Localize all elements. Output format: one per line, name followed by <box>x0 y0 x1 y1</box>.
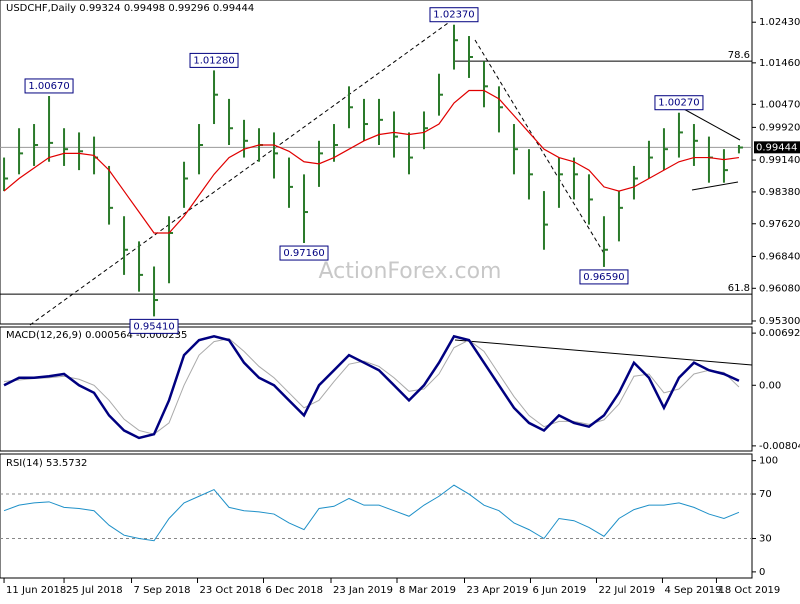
y-tick-label: 0.00 <box>759 380 781 391</box>
rsi-panel <box>0 453 753 579</box>
annotation-label: 0.95410 <box>133 321 174 332</box>
fib-label: 78.6 <box>728 50 750 61</box>
x-tick-label: 23 Apr 2019 <box>466 585 528 596</box>
y-tick-label: -0.008049 <box>759 441 800 452</box>
macd-title: MACD(12,26,9) 0.000564 -0.000235 <box>6 330 187 341</box>
annotation-box <box>24 78 74 94</box>
y-tick-label: 0 <box>759 567 765 578</box>
fib-label: 61.8 <box>728 283 750 294</box>
annotation-label: 0.96590 <box>583 272 624 283</box>
watermark: ActionForex.com <box>319 259 502 284</box>
annotation-box <box>579 269 629 285</box>
chart-title: USDCHF,Daily 0.99324 0.99498 0.99296 0.9… <box>6 3 254 14</box>
y-tick-label: 100 <box>759 456 778 467</box>
annotation-box <box>279 245 329 261</box>
annotation-box <box>429 7 479 23</box>
macd-panel <box>0 326 753 452</box>
y-tick-label: 0.97620 <box>759 219 800 230</box>
x-tick-label: 18 Oct 2019 <box>718 585 780 596</box>
x-tick-label: 23 Jan 2019 <box>333 585 393 596</box>
y-tick-label: 1.02430 <box>759 17 800 28</box>
trendline <box>454 339 753 366</box>
last-price-box <box>754 141 800 154</box>
y-tick-label: 0.99140 <box>759 155 800 166</box>
x-tick-label: 6 Jun 2019 <box>532 585 586 596</box>
trendline <box>29 17 456 326</box>
annotation-label: 1.01280 <box>193 55 234 66</box>
y-tick-label: 1.00470 <box>759 99 800 110</box>
y-tick-label: 0.96080 <box>759 283 800 294</box>
annotation-box <box>654 95 704 111</box>
x-tick-label: 11 Jun 2018 <box>6 585 66 596</box>
rsi-title: RSI(14) 53.5732 <box>6 458 87 469</box>
y-tick-label: 30 <box>759 534 772 545</box>
annotation-label: 0.97160 <box>283 248 324 259</box>
trendline <box>691 181 739 191</box>
last-price-label: 0.99444 <box>756 142 797 153</box>
annotation-box <box>129 318 179 334</box>
trendlines <box>29 17 753 366</box>
moving-average <box>3 89 740 234</box>
annotation-box <box>189 52 239 68</box>
x-tick-label: 22 Jul 2019 <box>598 585 655 596</box>
annotation-label: 1.02370 <box>433 10 474 21</box>
y-tick-label: 0.99920 <box>759 122 800 133</box>
y-tick-label: 0.95300 <box>759 316 800 327</box>
rsi-line <box>3 484 740 542</box>
macd-line <box>3 334 740 440</box>
macd-signal <box>3 338 740 435</box>
annotation-label: 1.00270 <box>658 98 699 109</box>
x-tick-label: 7 Sep 2018 <box>134 585 191 596</box>
x-tick-label: 6 Dec 2018 <box>266 585 324 596</box>
y-tick-label: 0.006927 <box>759 328 800 339</box>
x-tick-label: 8 Mar 2019 <box>399 585 456 596</box>
y-tick-label: 0.98380 <box>759 187 800 198</box>
y-tick-label: 70 <box>759 489 772 500</box>
x-tick-label: 23 Oct 2018 <box>200 585 262 596</box>
y-tick-label: 0.96840 <box>759 251 800 262</box>
y-tick-label: 1.01460 <box>759 58 800 69</box>
x-tick-label: 25 Jul 2018 <box>66 585 123 596</box>
annotation-label: 1.00670 <box>28 81 69 92</box>
x-tick-label: 4 Sep 2019 <box>664 585 721 596</box>
trendline <box>681 107 741 141</box>
